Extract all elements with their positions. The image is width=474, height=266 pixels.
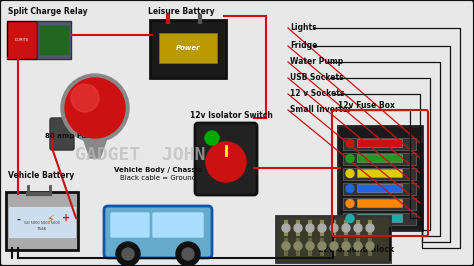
Circle shape bbox=[205, 131, 219, 145]
Text: Vehicle Battery: Vehicle Battery bbox=[8, 171, 74, 180]
Circle shape bbox=[354, 242, 362, 250]
Text: 12v Fuse Box: 12v Fuse Box bbox=[338, 101, 395, 110]
Text: 12 v Sockets: 12 v Sockets bbox=[290, 89, 345, 98]
Text: Vehicle Body / Chassis: Vehicle Body / Chassis bbox=[114, 167, 202, 173]
FancyBboxPatch shape bbox=[104, 206, 212, 258]
Circle shape bbox=[346, 214, 354, 222]
Text: 12v Isolator Switch: 12v Isolator Switch bbox=[190, 111, 273, 120]
Circle shape bbox=[354, 224, 362, 232]
FancyBboxPatch shape bbox=[344, 168, 417, 180]
Circle shape bbox=[306, 224, 314, 232]
Text: Black cable = Ground: Black cable = Ground bbox=[120, 175, 196, 181]
Text: Power: Power bbox=[176, 45, 201, 51]
Circle shape bbox=[318, 242, 326, 250]
Text: Split Charge Relay: Split Charge Relay bbox=[8, 7, 88, 16]
FancyBboxPatch shape bbox=[344, 152, 417, 164]
Text: +: + bbox=[62, 213, 70, 223]
Circle shape bbox=[346, 185, 354, 193]
Text: GO 5000 5000 5000: GO 5000 5000 5000 bbox=[24, 221, 60, 225]
Text: USB Sockets: USB Sockets bbox=[290, 73, 344, 82]
Text: Lights: Lights bbox=[290, 23, 317, 32]
Text: Small Inverter: Small Inverter bbox=[290, 106, 351, 114]
FancyBboxPatch shape bbox=[357, 214, 402, 222]
Circle shape bbox=[294, 224, 302, 232]
Text: Fridge: Fridge bbox=[290, 41, 318, 51]
Circle shape bbox=[65, 78, 125, 138]
FancyBboxPatch shape bbox=[344, 138, 417, 149]
FancyBboxPatch shape bbox=[111, 213, 149, 237]
FancyBboxPatch shape bbox=[357, 155, 402, 163]
FancyBboxPatch shape bbox=[39, 25, 69, 55]
FancyBboxPatch shape bbox=[37, 21, 71, 59]
FancyBboxPatch shape bbox=[276, 216, 390, 262]
Circle shape bbox=[122, 248, 134, 260]
Circle shape bbox=[282, 242, 290, 250]
Circle shape bbox=[342, 242, 350, 250]
Text: 12v Ground Block: 12v Ground Block bbox=[318, 245, 394, 254]
Circle shape bbox=[294, 242, 302, 250]
Circle shape bbox=[318, 224, 326, 232]
Circle shape bbox=[346, 169, 354, 177]
Circle shape bbox=[366, 224, 374, 232]
FancyBboxPatch shape bbox=[357, 185, 402, 193]
FancyBboxPatch shape bbox=[7, 21, 37, 59]
Circle shape bbox=[346, 139, 354, 148]
FancyBboxPatch shape bbox=[150, 20, 226, 78]
FancyBboxPatch shape bbox=[357, 200, 402, 207]
Circle shape bbox=[330, 242, 338, 250]
FancyBboxPatch shape bbox=[338, 126, 422, 230]
FancyBboxPatch shape bbox=[357, 169, 402, 177]
Circle shape bbox=[306, 242, 314, 250]
FancyBboxPatch shape bbox=[344, 213, 417, 225]
Circle shape bbox=[330, 224, 338, 232]
Text: 7546: 7546 bbox=[37, 227, 47, 231]
Text: Water Pump: Water Pump bbox=[290, 57, 343, 66]
Circle shape bbox=[71, 84, 99, 112]
Circle shape bbox=[366, 242, 374, 250]
Text: Leisure Battery: Leisure Battery bbox=[148, 7, 215, 16]
FancyBboxPatch shape bbox=[153, 213, 203, 237]
FancyBboxPatch shape bbox=[344, 197, 417, 210]
Circle shape bbox=[176, 242, 200, 266]
FancyBboxPatch shape bbox=[357, 139, 402, 148]
FancyBboxPatch shape bbox=[195, 123, 257, 195]
FancyBboxPatch shape bbox=[50, 118, 74, 150]
Circle shape bbox=[61, 74, 129, 142]
FancyBboxPatch shape bbox=[9, 207, 75, 237]
Text: -: - bbox=[16, 215, 20, 225]
FancyBboxPatch shape bbox=[344, 182, 417, 194]
Circle shape bbox=[116, 242, 140, 266]
Text: ⚡: ⚡ bbox=[46, 215, 54, 225]
FancyBboxPatch shape bbox=[6, 192, 78, 250]
FancyBboxPatch shape bbox=[159, 33, 217, 63]
Circle shape bbox=[182, 248, 194, 260]
Circle shape bbox=[206, 142, 246, 182]
Text: DURITE: DURITE bbox=[15, 38, 29, 42]
Circle shape bbox=[282, 224, 290, 232]
Circle shape bbox=[346, 155, 354, 163]
Polygon shape bbox=[83, 138, 107, 158]
Text: 80 amp Fuse: 80 amp Fuse bbox=[45, 133, 95, 139]
Circle shape bbox=[342, 224, 350, 232]
Text: GADGET  JOHN: GADGET JOHN bbox=[75, 146, 206, 164]
Circle shape bbox=[346, 200, 354, 207]
